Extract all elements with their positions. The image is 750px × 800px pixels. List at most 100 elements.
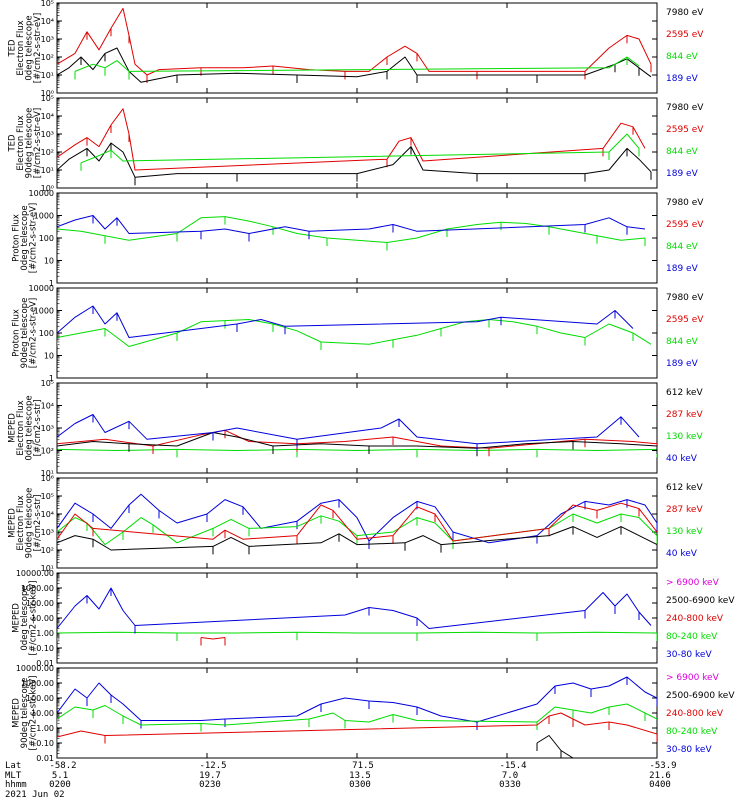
y-tick-label: 10000: [29, 284, 54, 293]
legend-entry: 80-240 keV: [666, 632, 718, 642]
y-tick-label: 0.01: [36, 659, 54, 668]
panel-frame: [56, 477, 658, 569]
legend-entry: 2595 eV: [666, 125, 704, 135]
series-black: [57, 47, 652, 83]
legend-entry: 189 eV: [666, 169, 699, 179]
legend-entry: 844 eV: [666, 242, 699, 252]
panel-frame: [56, 572, 658, 664]
plot-area: [57, 305, 652, 350]
series-green: [57, 631, 657, 634]
legend-entry: 7980 eV: [666, 293, 704, 303]
plot-area: [57, 587, 657, 646]
series-green: [57, 319, 652, 347]
y-tick-label: 10.00: [31, 709, 54, 718]
y-axis-label-line: Electron Flux: [16, 20, 26, 75]
y-tick-label: 10: [44, 352, 54, 361]
legend-entry: 130 keV: [666, 432, 703, 442]
y-tick-label: 1: [49, 374, 54, 383]
y-axis-label-line: MEPED: [7, 508, 17, 538]
y-axis-label-line: Electron Flux: [16, 115, 26, 170]
y-tick-label: 10⁶: [41, 474, 54, 483]
y-tick-label: 100: [39, 234, 54, 243]
footer-lat-value: -15.4: [499, 761, 526, 771]
y-axis-label-line: Electron Flux: [16, 400, 26, 455]
legend-entry: 2595 eV: [666, 30, 704, 40]
legend-entry: 844 eV: [666, 337, 699, 347]
y-axis-label-line: [#/cm2-s-str-eV]: [33, 13, 43, 83]
y-axis-label-line: Proton Flux: [12, 309, 22, 357]
series-green: [74, 56, 640, 72]
legend-entry: 240-800 keV: [666, 614, 724, 624]
y-tick-label: 10⁴: [41, 510, 54, 519]
y-tick-label: 0.10: [36, 644, 54, 653]
y-tick-label: 10³: [41, 424, 54, 433]
plot-area: [57, 108, 652, 186]
series-green: [57, 448, 657, 451]
y-axis-label-line: Electron Flux: [16, 495, 26, 550]
y-tick-label: 100: [39, 329, 54, 338]
legend-entry: 7980 eV: [666, 8, 704, 18]
series-red: [57, 712, 657, 738]
plot-area: [57, 676, 657, 758]
legend-entry: 7980 eV: [666, 103, 704, 113]
series-blue: [57, 305, 634, 338]
y-tick-label: 10²: [41, 447, 54, 456]
y-axis-label-line: TED: [7, 39, 17, 58]
series-red: [57, 429, 657, 449]
legend-entry: 287 keV: [666, 410, 703, 420]
y-tick-label: 10³: [41, 528, 54, 537]
footer-lat-value: 71.5: [352, 761, 374, 771]
y-axis-label-line: TED: [7, 134, 17, 153]
panel-7: 0.01 0.10 1.00 10.00 100.00 1000.00 10000.00 ME…: [12, 569, 736, 668]
legend-entry: 40 keV: [666, 549, 698, 559]
legend-entry: 7980 eV: [666, 198, 704, 208]
footer-mlt-value: 19.7: [199, 771, 221, 781]
y-tick-label: 10000.00: [16, 664, 54, 673]
series-blue: [57, 414, 640, 445]
footer-mlt-value: 13.5: [349, 771, 371, 781]
y-tick-label: 10⁴: [41, 17, 54, 26]
legend-entry: 189 eV: [666, 74, 699, 84]
legend-entry: 30-80 keV: [666, 745, 712, 755]
footer-hhmm-value: 0300: [349, 780, 371, 790]
legend-entry: 2500-6900 keV: [666, 596, 735, 606]
footer-hhmm-value: 0330: [499, 780, 521, 790]
y-tick-label: 10¹: [41, 469, 54, 478]
y-axis-label-line: [#/cm2-s-str]: [33, 400, 43, 457]
y-tick-label: 10²: [41, 53, 54, 62]
series-black: [57, 432, 657, 449]
legend-entry: 240-800 keV: [666, 709, 724, 719]
y-axis-label-line: [#/cm2-s-str-eV]: [29, 298, 39, 368]
y-axis-label-line: MEPED: [12, 603, 22, 633]
y-axis-label-line: 90deg telescope: [20, 678, 30, 749]
legend-entry: 30-80 keV: [666, 650, 712, 660]
y-axis-label-line: [#/cm2-s-str]: [33, 495, 43, 552]
y-tick-label: 10²: [41, 546, 54, 555]
y-tick-label: 10.00: [31, 614, 54, 623]
series-blue: [57, 215, 646, 234]
footer-row-label: Lat: [5, 761, 21, 771]
legend-entry: 189 eV: [666, 264, 699, 274]
legend-entry: 844 eV: [666, 147, 699, 157]
legend-entry: 612 keV: [666, 388, 703, 398]
y-tick-label: 10¹: [41, 564, 54, 573]
y-tick-label: 1000.00: [21, 584, 54, 593]
legend-entry: 40 keV: [666, 454, 698, 464]
y-tick-label: 1: [49, 279, 54, 288]
footer-mlt-value: 21.6: [649, 771, 671, 781]
legend-entry: 2500-6900 keV: [666, 691, 735, 701]
y-tick-label: 0.01: [36, 754, 54, 763]
y-tick-label: 1000.00: [21, 679, 54, 688]
footer-mlt-value: 7.0: [502, 771, 518, 781]
y-axis-label-line: 90deg telescope: [24, 108, 34, 179]
panel-8: 0.01 0.10 1.00 10.00 100.00 1000.00 10000.00 ME…: [12, 664, 736, 763]
